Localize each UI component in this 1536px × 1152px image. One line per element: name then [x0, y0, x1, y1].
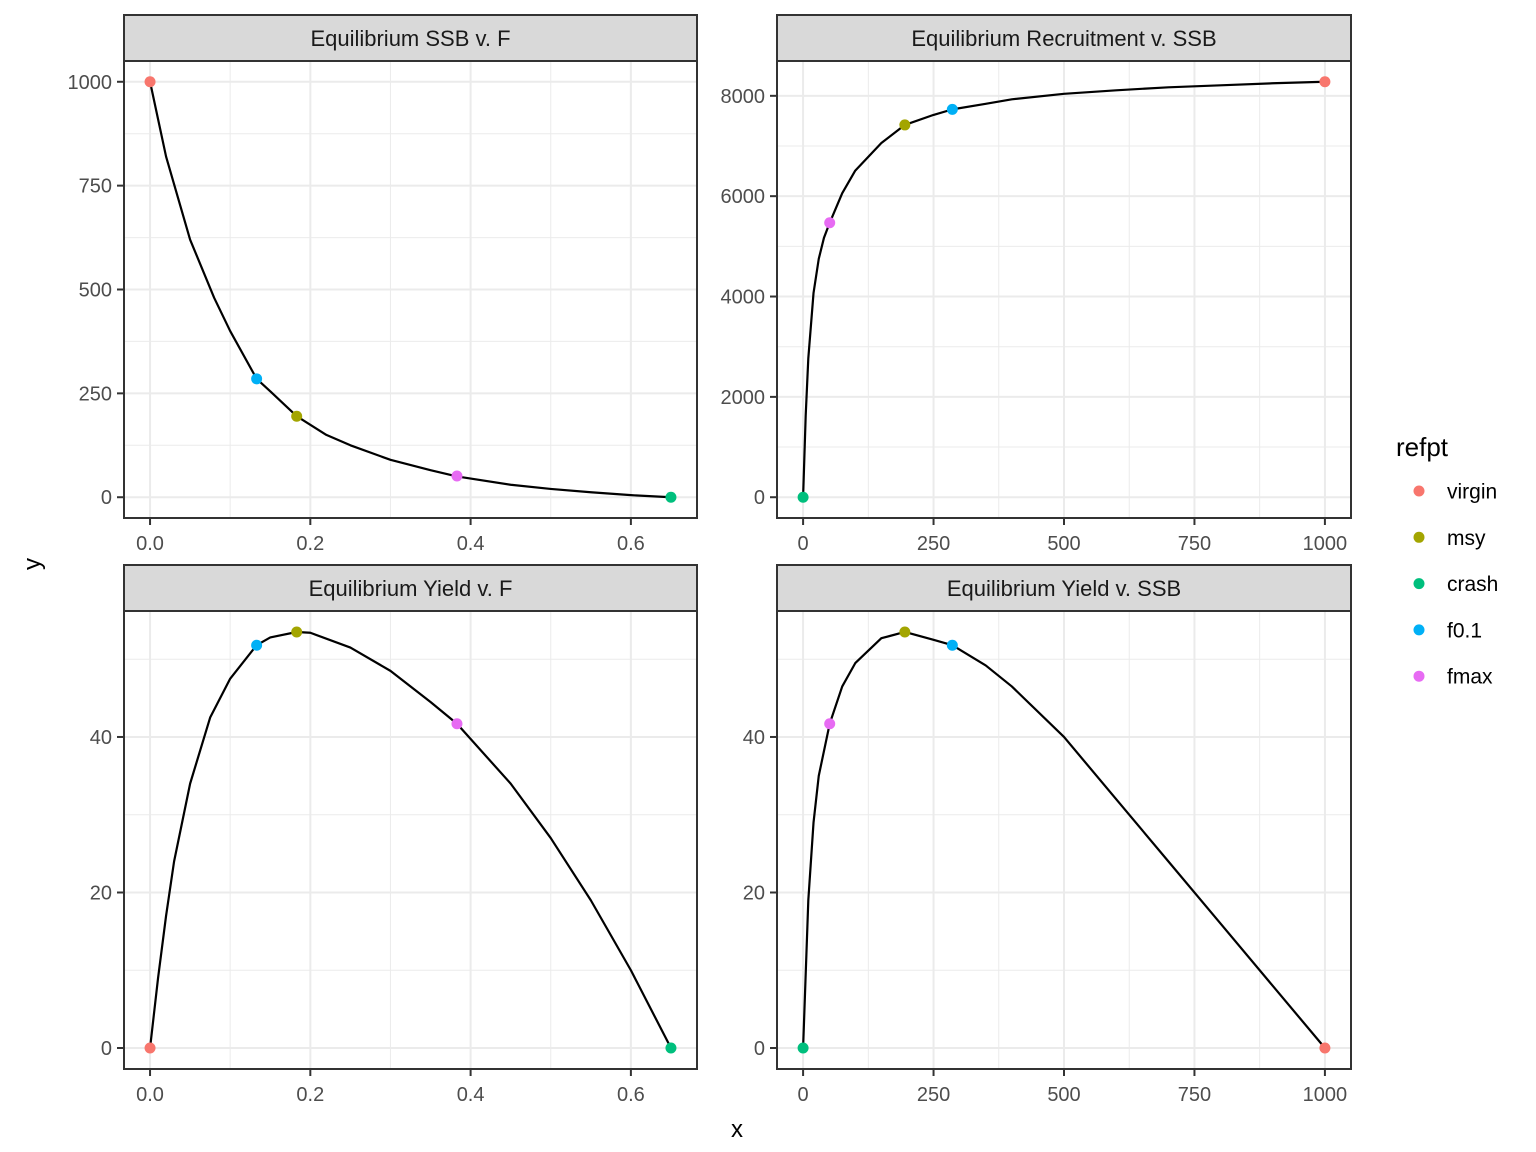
- legend-item-f01: f0.1: [1413, 619, 1482, 642]
- x-tick-label: 750: [1178, 1084, 1211, 1106]
- refpt-point-f01: [251, 639, 263, 651]
- panel-background: [124, 611, 697, 1069]
- legend-item-label: fmax: [1447, 666, 1493, 689]
- x-tick-label: 0: [798, 1084, 809, 1106]
- y-tick-label: 40: [90, 727, 112, 749]
- refpt-point-f01: [251, 373, 263, 385]
- x-tick-label: 0.2: [296, 1084, 324, 1106]
- refpt-point-f01: [946, 639, 958, 651]
- refpt-point-virgin: [144, 76, 156, 88]
- x-tick-label: 1000: [1303, 1084, 1348, 1106]
- y-tick-label: 0: [754, 487, 765, 509]
- y-tick-label: 250: [79, 383, 112, 405]
- facet-strip: [123, 14, 698, 62]
- refpt-point-crash: [665, 1042, 677, 1054]
- legend-item-label: crash: [1447, 573, 1498, 596]
- refpt-point-msy: [291, 410, 303, 422]
- y-tick-label: 4000: [721, 287, 766, 309]
- facet-title: Equilibrium SSB v. F: [310, 26, 510, 51]
- x-tick-label: 500: [1047, 533, 1080, 555]
- refpt-point-fmax: [824, 217, 836, 229]
- y-tick-label: 0: [101, 487, 112, 509]
- legend-item-label: virgin: [1447, 481, 1497, 504]
- legend-key-dot: [1413, 578, 1425, 590]
- y-tick-label: 0: [754, 1038, 765, 1060]
- legend: refpt virgin msy crash f0.1 fmax: [1396, 432, 1498, 689]
- legend-title: refpt: [1396, 432, 1449, 462]
- x-tick-label: 0.0: [136, 533, 164, 555]
- y-tick-label: 500: [79, 280, 112, 302]
- y-axis-title: y: [19, 558, 46, 570]
- x-tick-label: 250: [917, 1084, 950, 1106]
- refpt-point-crash: [797, 1042, 809, 1054]
- refpt-point-virgin: [1319, 1042, 1331, 1054]
- legend-key-dot: [1413, 531, 1425, 543]
- legend-item-msy: msy: [1413, 527, 1486, 550]
- x-tick-label: 500: [1047, 1084, 1080, 1106]
- x-tick-label: 1000: [1303, 533, 1348, 555]
- refpt-point-crash: [797, 491, 809, 503]
- y-tick-label: 40: [743, 727, 765, 749]
- equilibrium-curve: [148, 81, 672, 499]
- y-tick-label: 6000: [721, 186, 766, 208]
- y-tick-label: 2000: [721, 387, 766, 409]
- facet-strip: [776, 14, 1352, 62]
- refpt-point-virgin: [144, 1042, 156, 1054]
- facet-strip: [123, 564, 698, 612]
- legend-item-label: msy: [1447, 527, 1486, 550]
- x-tick-label: 0.4: [457, 1084, 485, 1106]
- legend-item-virgin: virgin: [1413, 481, 1497, 504]
- x-tick-label: 0.4: [457, 533, 485, 555]
- facet-panel: Equilibrium Yield v. SSB 0 250 500 750 1000 0 2…: [743, 564, 1352, 1106]
- facet-panel: Equilibrium Recruitment v. SSB 0 250 500 750…: [721, 14, 1352, 555]
- facet-title: Equilibrium Recruitment v. SSB: [911, 26, 1216, 51]
- facet-strip: [776, 564, 1352, 612]
- refpt-point-msy: [899, 626, 911, 638]
- x-tick-label: 0.2: [296, 533, 324, 555]
- refpt-point-crash: [665, 491, 677, 503]
- x-axis-title: x: [731, 1116, 743, 1143]
- x-tick-label: 0: [798, 533, 809, 555]
- x-tick-label: 0.6: [617, 533, 645, 555]
- x-tick-label: 750: [1178, 533, 1211, 555]
- refpt-point-fmax: [451, 718, 463, 730]
- facet-panel: Equilibrium Yield v. F 0.0 0.2 0.4 0.6 0 20 40: [90, 564, 698, 1106]
- refpt-point-msy: [291, 626, 303, 638]
- legend-key-dot: [1413, 485, 1425, 497]
- y-tick-label: 1000: [68, 72, 113, 94]
- refpt-point-f01: [946, 103, 958, 115]
- y-tick-label: 750: [79, 176, 112, 198]
- x-tick-label: 0.6: [617, 1084, 645, 1106]
- equilibrium-curve: [148, 630, 672, 1049]
- facet-panels: Equilibrium SSB v. F 0.0 0.2 0.4 0.6 0 250 500 7…: [68, 14, 1352, 1106]
- legend-key-dot: [1413, 670, 1425, 682]
- facet-panel: Equilibrium SSB v. F 0.0 0.2 0.4 0.6 0 250 500 7…: [68, 14, 698, 555]
- legend-item-fmax: fmax: [1413, 666, 1493, 689]
- facet-title: Equilibrium Yield v. SSB: [947, 576, 1181, 601]
- y-tick-label: 20: [90, 882, 112, 904]
- facet-title: Equilibrium Yield v. F: [309, 576, 513, 601]
- refpt-point-fmax: [451, 470, 463, 482]
- y-tick-label: 0: [101, 1038, 112, 1060]
- refpt-point-msy: [899, 119, 911, 131]
- y-tick-label: 20: [743, 882, 765, 904]
- x-tick-label: 250: [917, 533, 950, 555]
- y-tick-label: 8000: [721, 86, 766, 108]
- legend-item-crash: crash: [1413, 573, 1498, 596]
- refpt-point-fmax: [824, 718, 836, 730]
- refpt-point-virgin: [1319, 76, 1331, 88]
- equilibrium-curve: [801, 630, 1326, 1049]
- x-tick-label: 0.0: [136, 1084, 164, 1106]
- legend-key-dot: [1413, 624, 1425, 636]
- legend-item-label: f0.1: [1447, 619, 1482, 642]
